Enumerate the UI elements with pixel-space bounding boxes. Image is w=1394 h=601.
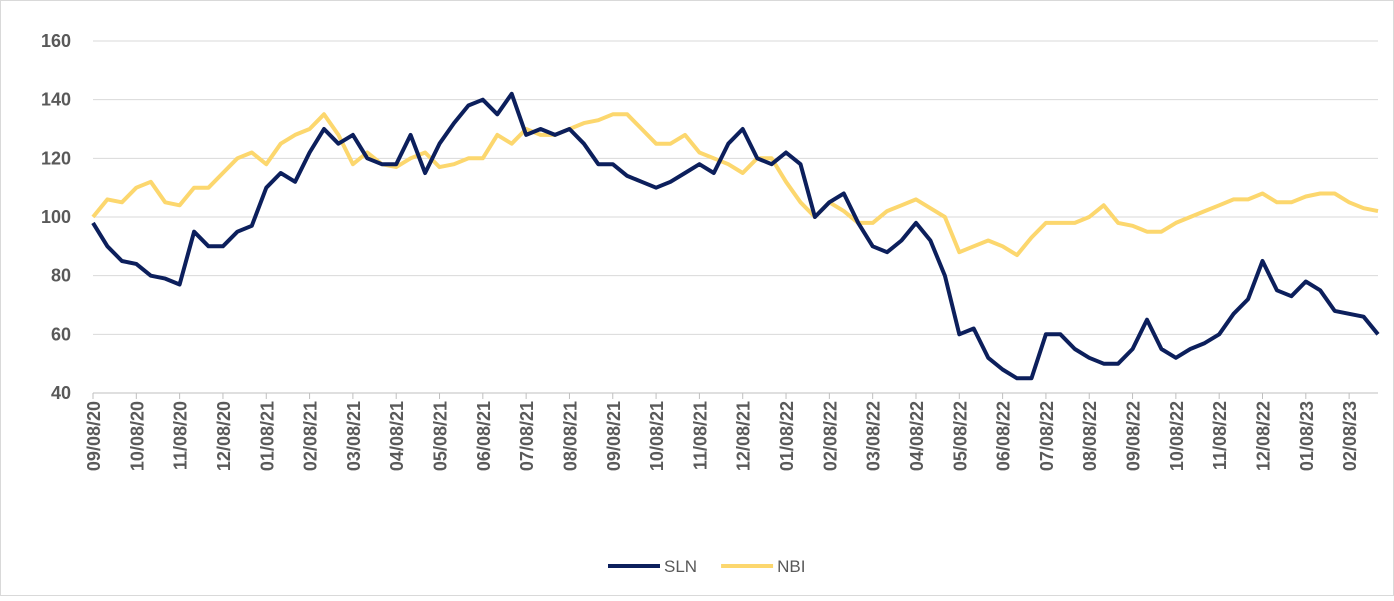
x-tick-label: 01/08/22 [777, 401, 797, 471]
y-tick-label: 60 [51, 324, 71, 344]
y-tick-label: 80 [51, 266, 71, 286]
x-tick-label: 12/08/20 [214, 401, 234, 471]
y-tick-label: 140 [41, 90, 71, 110]
x-tick-label: 02/08/21 [301, 401, 321, 471]
x-tick-label: 09/08/22 [1124, 401, 1144, 471]
x-tick-label: 09/08/20 [84, 401, 104, 471]
x-tick-label: 12/08/21 [734, 401, 754, 471]
x-tick-label: 09/08/21 [604, 401, 624, 471]
x-tick-label: 06/08/22 [994, 401, 1014, 471]
x-tick-label: 02/08/22 [820, 401, 840, 471]
legend-label: SLN [664, 557, 697, 576]
y-tick-label: 120 [41, 148, 71, 168]
x-tick-label: 08/08/21 [560, 401, 580, 471]
x-tick-label: 05/08/22 [950, 401, 970, 471]
line-series [91, 91, 1380, 381]
x-tick-label: 11/08/20 [171, 401, 191, 470]
legend-label: NBI [777, 557, 805, 576]
x-tick-label: 02/08/23 [1340, 401, 1360, 471]
y-tick-label: 100 [41, 207, 71, 227]
x-tick-label: 01/08/23 [1297, 401, 1317, 471]
x-tick-label: 05/08/21 [431, 401, 451, 471]
x-tick-label: 10/08/21 [647, 401, 667, 471]
x-tick-label: 10/08/20 [127, 401, 147, 471]
x-tick-label: 10/08/22 [1167, 401, 1187, 471]
x-tick-label: 07/08/22 [1037, 401, 1057, 471]
x-tick-label: 11/08/22 [1210, 401, 1230, 470]
x-tick-label: 04/08/22 [907, 401, 927, 471]
x-tick-label: 03/08/21 [344, 401, 364, 471]
x-tick-label: 11/08/21 [690, 401, 710, 470]
y-tick-label: 160 [41, 31, 71, 51]
y-tick-label: 40 [51, 383, 71, 403]
x-tick-label: 04/08/21 [387, 401, 407, 471]
x-tick-label: 08/08/22 [1080, 401, 1100, 471]
x-tick-label: 06/08/21 [474, 401, 494, 471]
line-series [91, 112, 1379, 258]
x-tick-label: 03/08/22 [864, 401, 884, 471]
x-tick-label: 07/08/21 [517, 401, 537, 471]
x-tick-label: 01/08/21 [257, 401, 277, 471]
x-tick-label: 12/08/22 [1253, 401, 1273, 471]
